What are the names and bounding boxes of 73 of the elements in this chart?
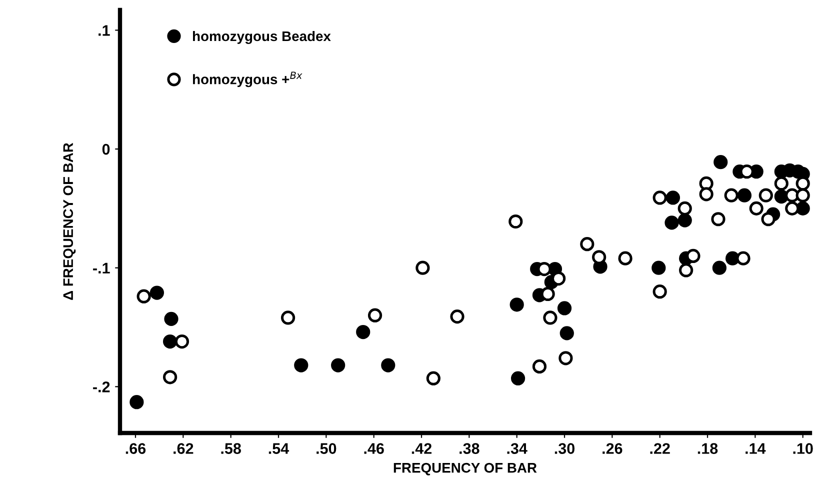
point — [280, 310, 296, 325]
x-tick-label: .22 — [650, 443, 670, 454]
point — [450, 309, 464, 324]
point — [558, 351, 573, 366]
x-tick-label: .14 — [746, 443, 766, 454]
point — [543, 310, 558, 325]
point — [712, 260, 726, 275]
point — [796, 188, 810, 202]
point — [652, 190, 667, 205]
point — [532, 359, 547, 374]
point — [686, 248, 700, 264]
x-tick-label: .18 — [698, 443, 718, 454]
y-tick-label: .1 — [98, 25, 110, 36]
point — [510, 371, 526, 386]
point — [761, 212, 776, 226]
point — [664, 216, 679, 230]
point — [652, 284, 667, 299]
point — [785, 201, 800, 216]
point — [699, 187, 714, 202]
point — [736, 251, 750, 266]
x-tick-label: .34 — [507, 443, 528, 454]
point — [678, 201, 692, 216]
point — [164, 312, 178, 326]
x-tick-label: .42 — [412, 443, 432, 454]
point — [368, 308, 382, 322]
point — [416, 260, 430, 275]
point — [381, 358, 396, 372]
point — [724, 188, 738, 202]
point — [510, 298, 524, 312]
point — [557, 301, 572, 316]
point — [162, 370, 178, 384]
point — [130, 395, 144, 410]
x-tick-label: .58 — [221, 443, 241, 454]
point — [774, 176, 788, 191]
x-tick-label: .62 — [174, 443, 194, 454]
point — [618, 251, 632, 266]
x-tick-label: .38 — [460, 443, 480, 454]
point — [356, 324, 370, 340]
y-tick-label: -.2 — [93, 382, 110, 392]
point — [540, 286, 555, 302]
point — [749, 201, 764, 216]
point — [560, 326, 574, 340]
point — [678, 213, 692, 228]
point — [652, 260, 666, 275]
point — [592, 250, 606, 264]
x-tick-label: .26 — [602, 443, 622, 454]
y-axis-title: Δ FREQUENCY OF BAR — [63, 142, 76, 300]
legend-label: homozygous Beadex — [193, 30, 331, 44]
point — [711, 212, 726, 226]
point — [758, 188, 773, 202]
point — [150, 286, 164, 300]
point — [162, 334, 178, 349]
y-tick-label: 0 — [102, 144, 110, 155]
point — [174, 334, 190, 349]
point — [294, 358, 308, 372]
x-tick-label: .46 — [364, 443, 384, 454]
legend-label: homozygous +$^{Bx}$ — [193, 72, 302, 88]
point — [666, 190, 680, 205]
x-tick-label: .54 — [268, 443, 290, 454]
point — [737, 188, 752, 202]
point — [331, 358, 346, 372]
x-tick-label: .10 — [793, 443, 813, 454]
point — [426, 371, 440, 386]
point — [580, 237, 594, 252]
point — [136, 289, 151, 304]
point — [508, 214, 523, 229]
y-tick-label: -.1 — [93, 262, 110, 274]
x-tick-label: .50 — [316, 443, 336, 454]
x-tick-label: .30 — [554, 443, 574, 454]
point — [714, 155, 728, 170]
x-tick-label: .66 — [126, 443, 146, 454]
point — [679, 263, 694, 278]
x-axis-title: FREQUENCY OF BAR — [394, 462, 537, 476]
